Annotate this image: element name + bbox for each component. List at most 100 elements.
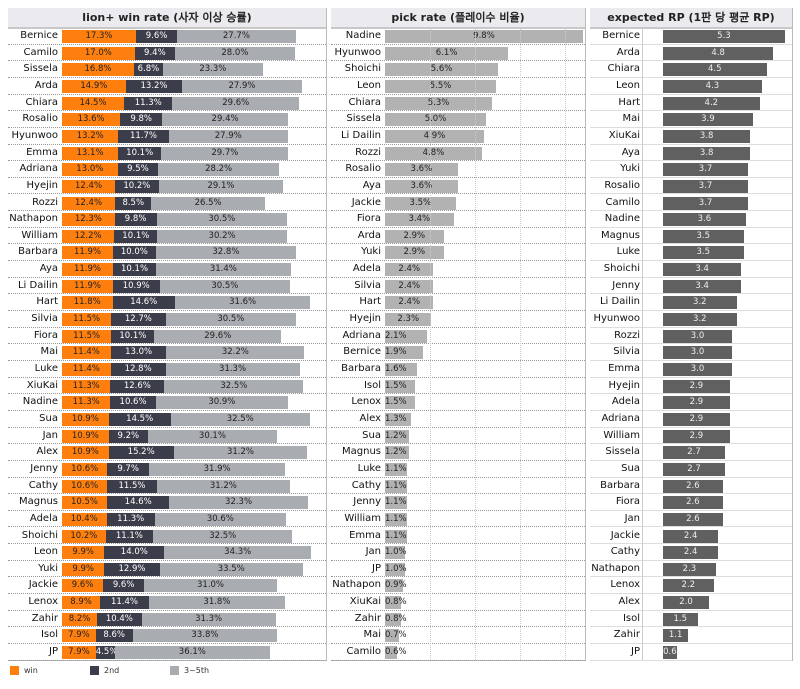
category-label: Li Dailin xyxy=(17,279,58,291)
table-row: Chiara 4.5 xyxy=(590,61,792,78)
bar-2nd: 14.5% xyxy=(108,412,171,426)
table-row: Fiora 2.6 xyxy=(590,494,792,511)
category-label: Shoichi xyxy=(603,263,640,275)
bar-win: 9.6% xyxy=(62,579,104,593)
category-label: Sua xyxy=(621,462,640,474)
bar-pick-rate: 0.9% xyxy=(385,579,407,593)
table-row: Hyunwoo 3.2 xyxy=(590,311,792,328)
bar-expected-rp: 2.6 xyxy=(663,496,723,510)
table-row: Zahir 0.8% xyxy=(331,611,585,628)
table-row: Nadine 11.3% 10.6% 30.9% xyxy=(8,394,326,411)
bar-expected-rp: 3.0 xyxy=(663,346,732,360)
category-label: Fiora xyxy=(615,496,640,508)
legend-label-2nd: 2nd xyxy=(104,666,120,675)
table-row: Li Dailin 3.2 xyxy=(590,294,792,312)
legend-swatch-3-5th xyxy=(170,666,179,675)
category-label: Luke xyxy=(616,246,640,258)
table-row: XiuKai 11.3% 12.6% 32.5% xyxy=(8,378,326,395)
category-label: Sissela xyxy=(346,113,381,125)
table-row: Barbara 11.9% 10.0% 32.8% xyxy=(8,244,326,262)
bar-expected-rp: 2.9 xyxy=(663,396,730,410)
category-label: Jackie xyxy=(610,529,640,541)
bar-2nd: 14.0% xyxy=(104,546,165,560)
category-label: Bernice xyxy=(343,346,381,358)
bar-2nd: 12.6% xyxy=(110,379,165,393)
bar-win: 14.9% xyxy=(62,79,126,93)
bar-3-5th: 32.5% xyxy=(170,412,310,426)
category-label: Lenox xyxy=(610,579,640,591)
bar-win: 17.0% xyxy=(62,46,135,60)
table-row: Leon 4.3 xyxy=(590,78,792,95)
bar-2nd: 9.8% xyxy=(114,213,157,227)
table-row: Jackie 2.4 xyxy=(590,528,792,545)
table-row: Rozzi 3.0 xyxy=(590,328,792,345)
bar-win: 16.8% xyxy=(62,63,134,77)
category-label: Zahir xyxy=(613,629,640,641)
bar-pick-rate: 2.1% xyxy=(385,329,428,343)
legend-win: win xyxy=(10,666,38,675)
bar-expected-rp: 4.8 xyxy=(663,46,774,60)
category-label: Rozzi xyxy=(32,196,58,208)
legend-label-3-5th: 3~5th xyxy=(184,666,210,675)
table-row: Emma 1.1% xyxy=(331,528,585,545)
bar-3-5th: 30.5% xyxy=(156,213,288,227)
category-label: Zahir xyxy=(31,612,58,624)
bar-2nd: 8.6% xyxy=(95,629,133,643)
category-label: Emma xyxy=(608,363,640,374)
table-row: Rosalio 3.7 xyxy=(590,178,792,195)
table-row: Rosalio 3.6% xyxy=(331,161,585,178)
bar-pick-rate: 2.9% xyxy=(385,246,444,260)
bar-3-5th: 27.9% xyxy=(182,79,302,93)
table-row: Jan 2.6 xyxy=(590,511,792,528)
bar-win: 12.2% xyxy=(62,229,115,243)
category-label: William xyxy=(21,229,58,241)
bar-win: 11.9% xyxy=(62,263,113,277)
bar-pick-rate: 2.4% xyxy=(385,263,434,277)
category-label: Rosalio xyxy=(604,179,640,191)
category-label: Silvia xyxy=(354,279,381,291)
table-row: Adriana 13.0% 9.5% 28.2% xyxy=(8,161,326,178)
bar-3-5th: 31.8% xyxy=(148,596,285,610)
category-label: Leon xyxy=(33,546,58,558)
table-row: Aya 3.6% xyxy=(331,178,585,195)
category-label: Magnus xyxy=(19,496,58,508)
category-label: Cathy xyxy=(28,479,58,491)
bar-2nd: 10.0% xyxy=(112,246,156,260)
win-rate-title: lion+ win rate (사자 이상 승률) xyxy=(8,8,326,29)
table-row: Emma 13.1% 10.1% 29.7% xyxy=(8,145,326,162)
category-label: Cathy xyxy=(351,479,381,491)
bar-win: 11.3% xyxy=(62,396,111,410)
category-label: Hyejin xyxy=(608,379,640,391)
category-label: Alex xyxy=(359,412,381,424)
legend-swatch-2nd xyxy=(90,666,99,675)
bar-3-5th: 30.2% xyxy=(157,229,287,243)
bar-2nd: 11.4% xyxy=(100,596,149,610)
bar-2nd: 10.9% xyxy=(112,279,160,293)
bar-expected-rp: 3.4 xyxy=(663,279,742,293)
bar-3-5th: 23.3% xyxy=(163,63,263,77)
table-row: Silvia 2.4% xyxy=(331,278,585,295)
category-label: Silvia xyxy=(613,346,640,358)
category-label: Alex xyxy=(618,596,640,608)
bar-win: 11.9% xyxy=(62,246,113,260)
bar-win: 17.3% xyxy=(62,30,137,43)
bar-2nd: 9.7% xyxy=(107,462,149,476)
bar-pick-rate: 1.1% xyxy=(385,529,408,543)
bar-pick-rate: 1.5% xyxy=(385,396,416,410)
bar-win: 11.4% xyxy=(62,346,111,360)
table-row: Li Dailin 11.9% 10.9% 30.5% xyxy=(8,278,326,295)
bar-win: 13.1% xyxy=(62,146,119,160)
category-label: Bernice xyxy=(602,30,640,41)
gridline xyxy=(475,28,476,660)
table-row: Hart 4.2 xyxy=(590,95,792,112)
category-label: Zahir xyxy=(354,612,381,624)
table-row: Bernice 17.3% 9.6% 27.7% xyxy=(8,28,326,45)
category-label: Magnus xyxy=(601,229,640,241)
category-label: Li Dailin xyxy=(340,129,381,141)
bar-3-5th: 28.2% xyxy=(158,163,279,177)
table-row: Shoichi 10.2% 11.1% 32.5% xyxy=(8,528,326,545)
category-label: Aya xyxy=(362,179,381,191)
table-row: Bernice 1.9% xyxy=(331,344,585,361)
category-label: JP xyxy=(49,646,58,658)
bar-3-5th: 29.6% xyxy=(172,96,300,110)
